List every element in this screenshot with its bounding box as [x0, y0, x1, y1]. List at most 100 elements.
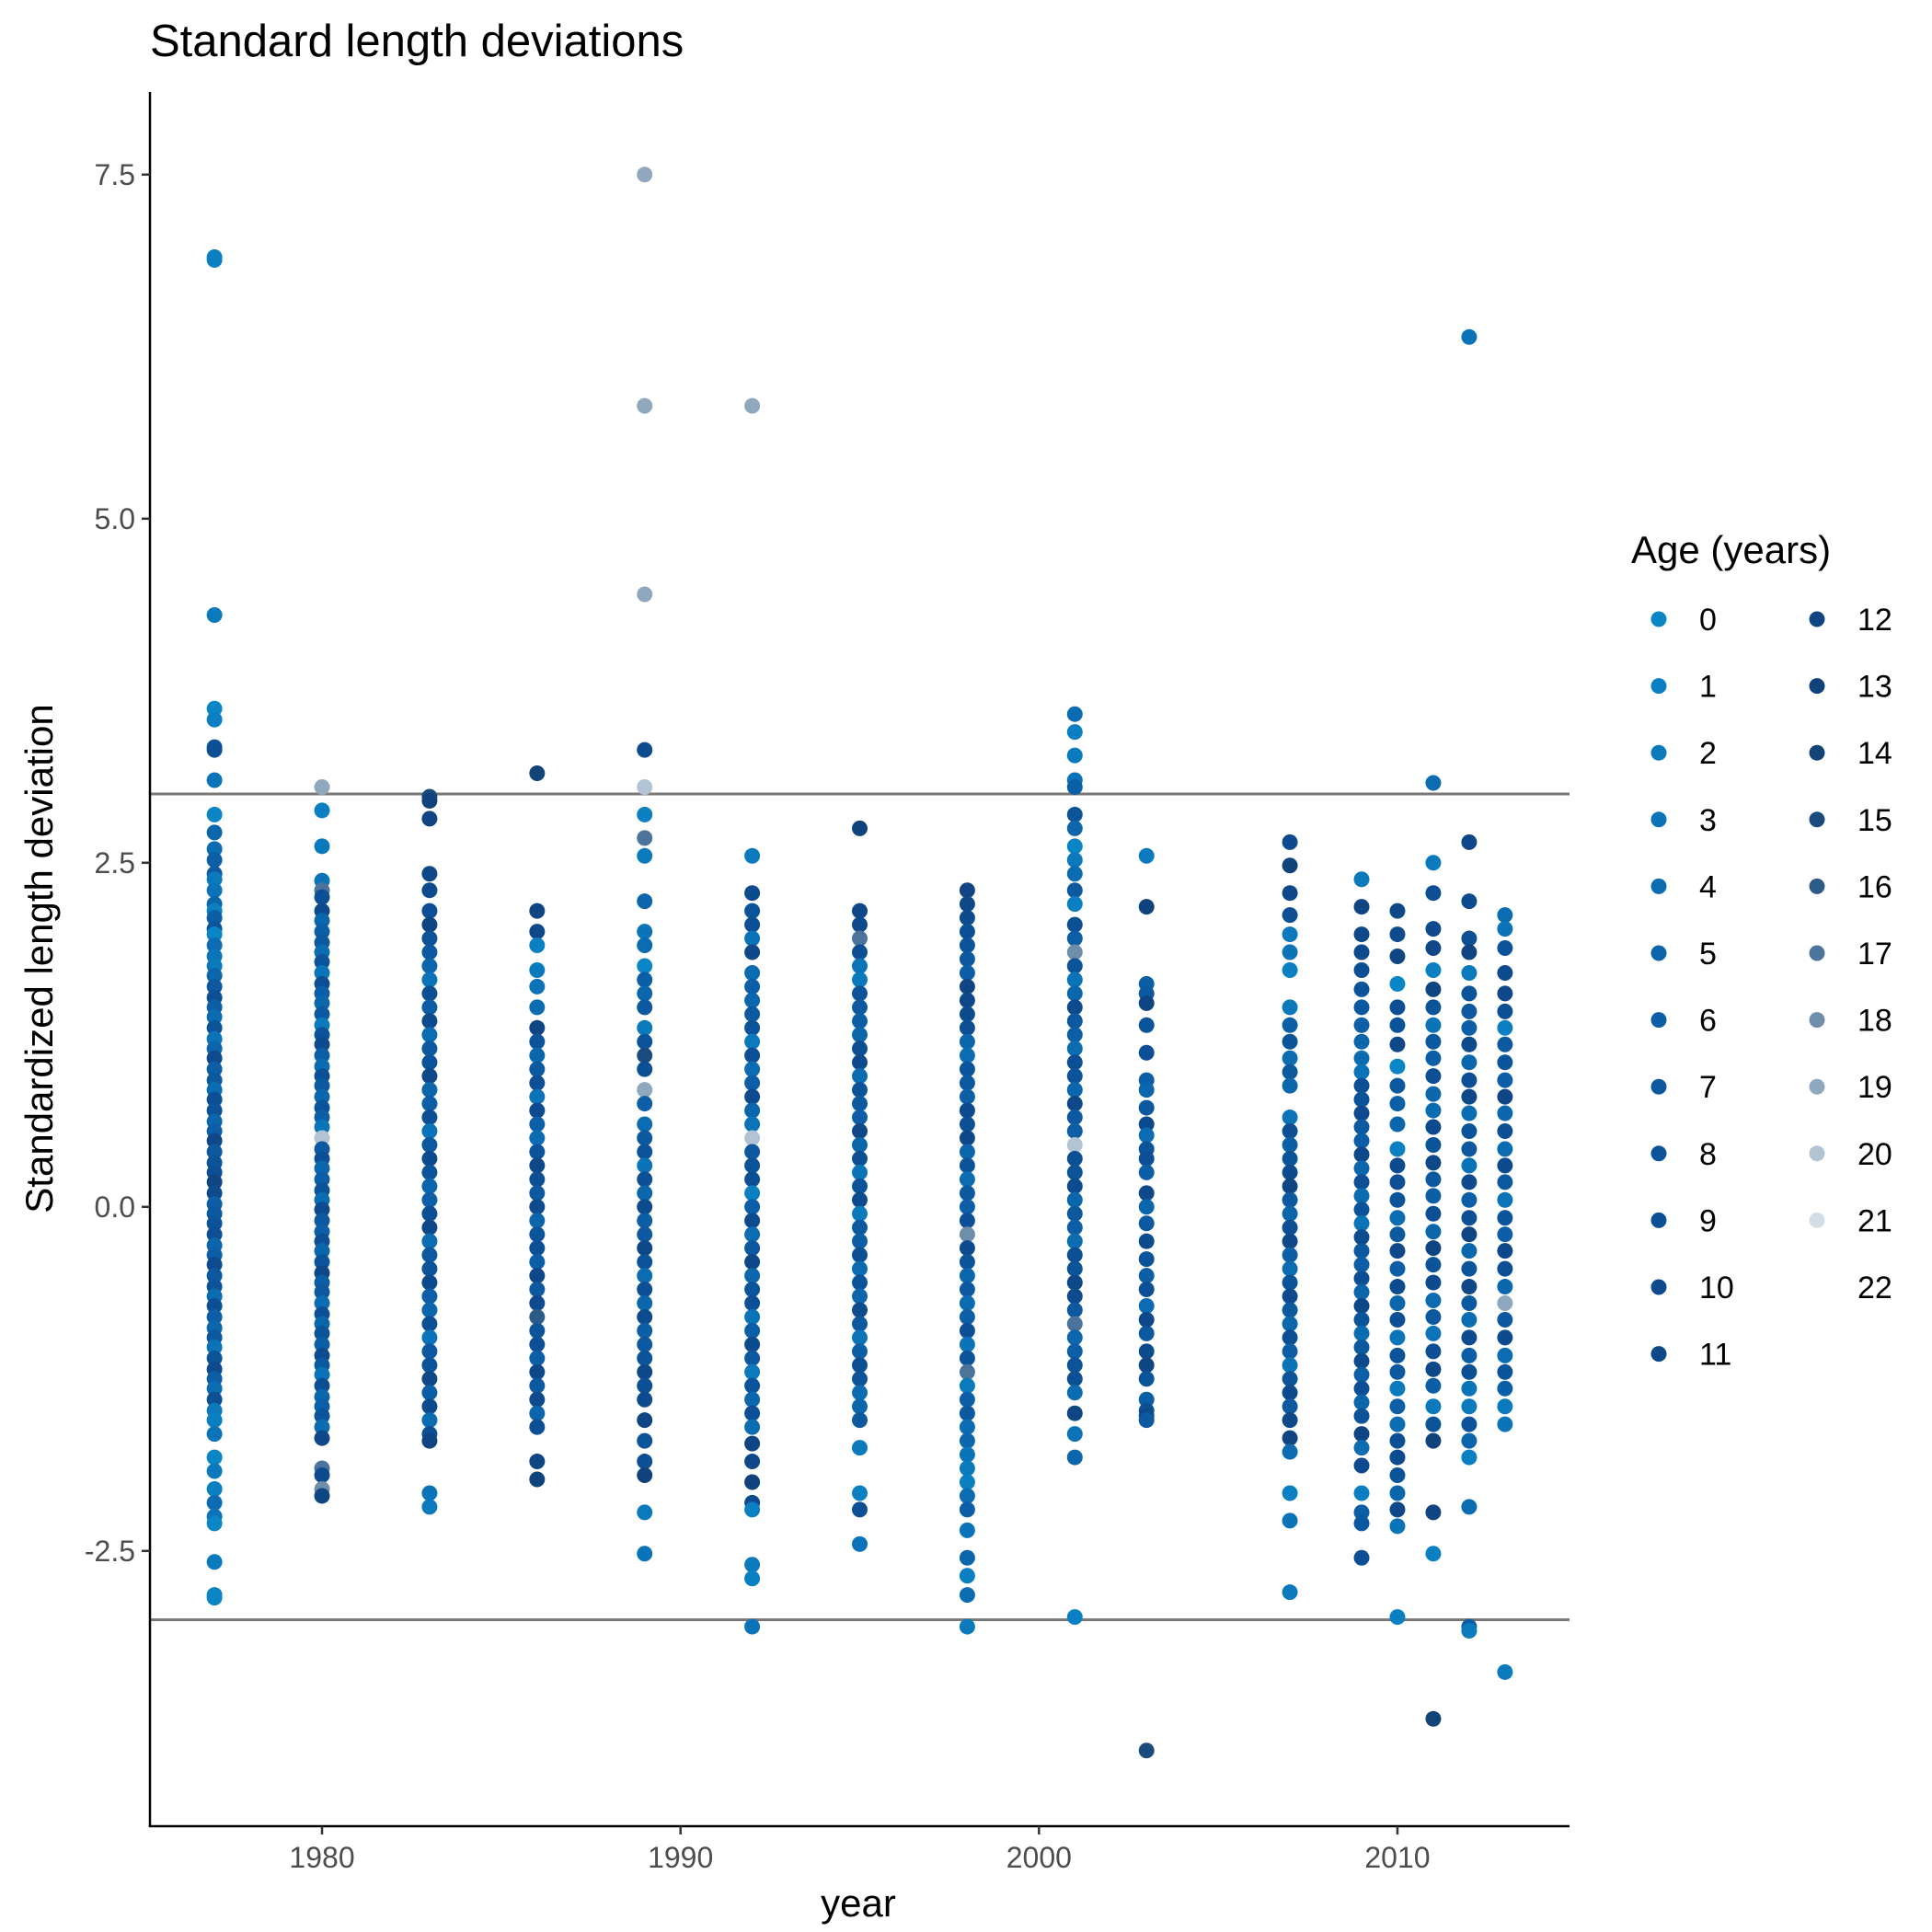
point-1998-24	[959, 1213, 975, 1229]
point-1992-29	[744, 1268, 761, 1284]
point-1980-44	[314, 1295, 330, 1312]
point-2003-22	[1138, 1298, 1155, 1314]
point-1983-40	[421, 1385, 438, 1401]
legend-label-6: 6	[1699, 1004, 1717, 1039]
point-1977-56	[206, 1308, 223, 1325]
point-1983-45	[421, 1485, 438, 1501]
point-2009-39	[1353, 1485, 1370, 1501]
legend-key-2	[1650, 744, 1667, 761]
chart-title: Standard length deviations	[150, 17, 684, 66]
point-2013-28	[1497, 1398, 1513, 1415]
point-2007-16	[1282, 1150, 1298, 1167]
point-1992-18	[744, 1116, 761, 1133]
point-1998-48	[959, 1568, 975, 1584]
point-1983-12	[421, 999, 438, 1016]
point-1992-26	[744, 1226, 761, 1243]
point-1986-10	[529, 1061, 546, 1077]
point-1983-37	[421, 1343, 438, 1360]
point-1998-35	[959, 1363, 975, 1380]
point-1998-2	[959, 910, 975, 926]
point-1977-60	[206, 1350, 223, 1366]
point-2013-17	[1497, 1210, 1513, 1226]
point-1983-44	[421, 1432, 438, 1449]
point-2001-49	[1066, 1449, 1083, 1466]
point-1992-33	[744, 1322, 761, 1339]
point-2009-7	[1353, 1017, 1370, 1033]
point-1995-41	[852, 1501, 868, 1518]
legend-key-18	[1809, 1012, 1825, 1029]
point-2011-9	[1425, 1033, 1442, 1050]
point-1992-23	[744, 1185, 761, 1202]
point-1980-59	[314, 1467, 330, 1484]
y-axis-title: Standardized length deviation	[17, 704, 61, 1213]
legend-label-2: 2	[1699, 736, 1717, 771]
point-1980-48	[314, 1336, 330, 1352]
point-2007-4	[1282, 926, 1298, 943]
point-2012-33	[1461, 1449, 1478, 1466]
point-2009-41	[1353, 1515, 1370, 1532]
point-2011-26	[1425, 1325, 1442, 1341]
point-2001-4	[1066, 778, 1083, 795]
point-1983-39	[421, 1371, 438, 1387]
point-1983-33	[421, 1288, 438, 1305]
point-1998-37	[959, 1391, 975, 1408]
point-2011-29	[1425, 1377, 1442, 1394]
point-2010-0	[1389, 903, 1406, 919]
point-1998-38	[959, 1405, 975, 1421]
point-1992-47	[744, 1570, 761, 1587]
point-2009-34	[1353, 1394, 1370, 1410]
point-1983-35	[421, 1316, 438, 1332]
legend-label-8: 8	[1699, 1137, 1717, 1172]
point-1992-13	[744, 1047, 761, 1064]
point-1977-28	[206, 1019, 223, 1036]
point-2013-12	[1497, 1123, 1513, 1140]
point-1983-7	[421, 930, 438, 947]
point-2012-14	[1461, 1123, 1478, 1140]
point-1983-20	[421, 1110, 438, 1126]
point-2010-28	[1389, 1432, 1406, 1449]
point-1992-45	[744, 1501, 761, 1518]
point-2012-4	[1461, 944, 1478, 960]
point-2007-9	[1282, 1033, 1298, 1050]
point-1977-7	[206, 772, 223, 788]
point-1995-4	[852, 944, 868, 960]
point-2010-31	[1389, 1485, 1406, 1501]
point-2013-21	[1497, 1279, 1513, 1295]
legend-key-17	[1809, 945, 1825, 961]
point-2009-6	[1353, 999, 1370, 1016]
legend: Age (years) 0123456789101112131415161718…	[1631, 528, 1892, 1373]
point-2010-1	[1389, 926, 1406, 943]
point-2003-20	[1138, 1268, 1155, 1284]
point-2001-34	[1066, 1219, 1083, 1236]
point-2007-19	[1282, 1191, 1298, 1208]
point-1995-36	[852, 1385, 868, 1401]
point-2001-11	[1066, 896, 1083, 913]
point-1992-25	[744, 1213, 761, 1229]
point-2007-1	[1282, 857, 1298, 874]
point-1992-8	[744, 978, 761, 995]
x-tick-label: 1990	[648, 1841, 713, 1874]
point-2007-18	[1282, 1178, 1298, 1194]
legend-label-13: 13	[1857, 670, 1892, 705]
legend-key-3	[1650, 811, 1667, 828]
point-2010-7	[1389, 1058, 1406, 1075]
point-2003-11	[1138, 1127, 1155, 1144]
point-2009-15	[1353, 1133, 1370, 1149]
point-1992-6	[744, 944, 761, 960]
point-2009-24	[1353, 1257, 1370, 1273]
point-1992-14	[744, 1061, 761, 1077]
point-1995-35	[852, 1371, 868, 1387]
point-2010-19	[1389, 1279, 1406, 1295]
point-1989-41	[637, 1391, 653, 1408]
point-2007-2	[1282, 885, 1298, 902]
point-2011-8	[1425, 1017, 1442, 1033]
point-2012-36	[1461, 1623, 1478, 1639]
point-2011-14	[1425, 1119, 1442, 1135]
point-1998-45	[959, 1501, 975, 1518]
point-1980-36	[314, 1213, 330, 1229]
point-1977-17	[206, 910, 223, 926]
point-1992-24	[744, 1199, 761, 1215]
point-1995-33	[852, 1343, 868, 1360]
point-1998-46	[959, 1522, 975, 1538]
point-2013-27	[1497, 1380, 1513, 1397]
